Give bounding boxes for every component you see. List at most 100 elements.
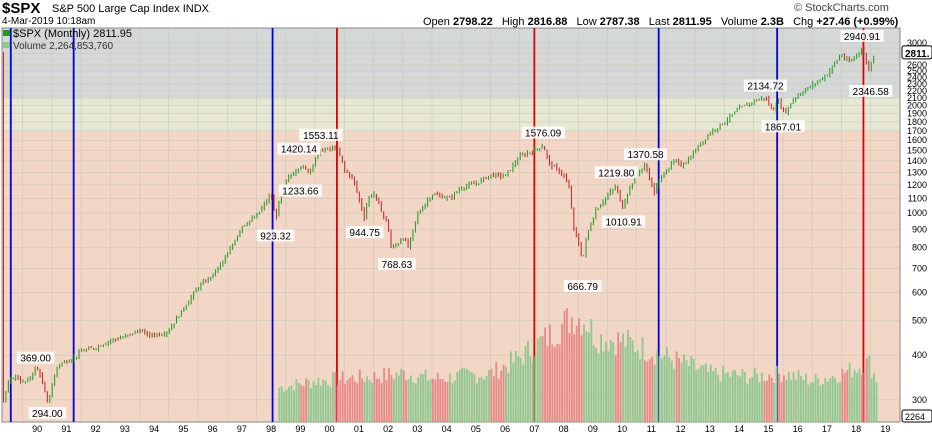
volume-bar	[634, 352, 637, 422]
volume-bar	[631, 340, 634, 422]
x-tick-label: 02	[383, 424, 393, 434]
volume-bar	[875, 382, 878, 422]
volume-bar	[483, 379, 486, 422]
volume-bar	[802, 380, 805, 422]
volume-legend-swatch	[3, 42, 10, 48]
x-tick-label: 09	[588, 424, 598, 434]
x-axis: 90 91 92 93 94 95 96 97 98 99 00 01 02 03 04 05 06 07 08 09…	[32, 424, 890, 434]
volume-bar	[480, 376, 483, 422]
volume-bar	[522, 364, 525, 422]
volume-bar	[434, 379, 437, 422]
volume-bar	[734, 370, 737, 422]
volume-bar	[485, 375, 488, 422]
volume-bar	[600, 334, 603, 422]
y-tick-label: 1700	[907, 126, 927, 136]
volume-bar	[661, 358, 663, 422]
volume-bar	[858, 368, 861, 422]
volume-bar	[375, 378, 378, 422]
volume-bar	[583, 324, 585, 422]
volume-bar	[544, 327, 546, 422]
y-tick-label: 1200	[907, 180, 927, 190]
x-tick-label: 93	[120, 424, 130, 434]
volume-bar	[848, 362, 851, 422]
volume-bar	[829, 378, 832, 422]
volume-bar	[539, 336, 542, 422]
price-legend: $SPX (Monthly) 2811.95	[13, 28, 132, 40]
y-axis: 3000280026002500240023002200210020001900…	[901, 38, 932, 423]
volume-bar	[558, 344, 561, 422]
annotation-box	[761, 120, 805, 133]
y-tick-label: 1800	[907, 117, 927, 127]
annotation-box	[594, 166, 638, 179]
volume-bar	[626, 329, 629, 422]
price-legend-swatch	[3, 30, 10, 36]
y-tick-label: 1000	[907, 208, 927, 218]
volume-bar	[492, 376, 495, 422]
volume-bar	[697, 368, 700, 422]
volume-bar	[639, 359, 642, 422]
price-candles	[2, 46, 875, 403]
stockcharts-logo[interactable]: © StockCharts.com	[794, 2, 889, 14]
volume-bar	[344, 383, 347, 422]
volume-bar	[658, 355, 661, 422]
y-tick-label: 700	[912, 263, 927, 273]
volume-bar	[278, 387, 281, 422]
volume-bar	[651, 356, 654, 422]
x-tick-label: 99	[295, 424, 305, 434]
volume-bar	[429, 379, 432, 422]
volume-bar	[680, 362, 683, 422]
x-tick-label: 17	[822, 424, 832, 434]
open-value: 2798.22	[452, 16, 493, 28]
volume-bar	[488, 370, 490, 422]
volume-bar	[553, 347, 556, 422]
x-tick-label: 92	[91, 424, 101, 434]
volume-bar	[656, 350, 659, 422]
volume-bar	[561, 323, 564, 422]
volume-bar	[288, 386, 291, 422]
volume-bar	[743, 371, 746, 422]
volume-bar	[821, 383, 824, 422]
grid-lines	[1, 27, 901, 423]
plot-frame	[1, 27, 901, 423]
volume-bar	[685, 360, 688, 422]
x-tick-label: 90	[32, 424, 42, 434]
volume-bar	[295, 378, 298, 422]
volume-bar	[400, 368, 403, 422]
volume-bar	[505, 366, 507, 422]
symbol-name-label: S&P 500 Large Cap Index INDX	[52, 3, 209, 15]
x-tick-label: 91	[61, 424, 71, 434]
annotation-label: 944.75	[349, 228, 380, 239]
annotation-box	[28, 406, 67, 419]
change-value: +27.46 (+0.99%)	[816, 16, 899, 28]
volume-bar	[324, 380, 327, 422]
volume-bar	[388, 368, 390, 422]
volume-bar	[731, 370, 734, 422]
low-value: 2787.38	[599, 16, 640, 28]
volume-bar	[612, 342, 615, 422]
annotation-box	[345, 225, 384, 238]
volume-bar	[709, 364, 712, 422]
volume-bar	[358, 369, 361, 422]
x-tick-label: 98	[266, 424, 276, 434]
volume-bar	[675, 351, 678, 422]
annotation-box	[277, 142, 321, 155]
last-value-box	[901, 45, 932, 60]
volume-bar	[782, 375, 785, 422]
volume-bar	[319, 385, 322, 422]
volume-bar	[312, 381, 315, 422]
volume-bar	[746, 383, 749, 422]
volume-bar	[300, 384, 303, 422]
volume-bar	[361, 378, 364, 422]
volume-axis-box	[901, 409, 932, 423]
volume-bar	[826, 381, 829, 422]
volume-bar	[690, 356, 693, 422]
volume-bar	[780, 382, 783, 422]
volume-bar	[622, 333, 624, 422]
volume-bar	[468, 370, 471, 422]
y-tick-label: 1600	[907, 135, 927, 145]
volume-bar	[839, 381, 841, 422]
annotation-label: 768.63	[382, 260, 413, 271]
x-tick-label: 12	[676, 424, 686, 434]
